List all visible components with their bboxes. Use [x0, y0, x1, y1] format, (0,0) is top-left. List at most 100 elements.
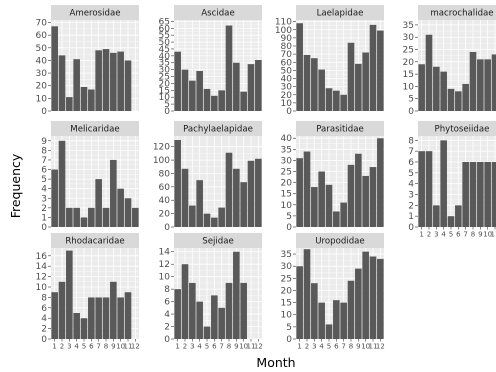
bar-uropodidae-month-10: [362, 251, 369, 339]
bar-macrochalidae-month-2: [425, 34, 433, 111]
bar-melicaridae-month-7: [95, 179, 102, 227]
y-tick-label: 6: [41, 166, 47, 176]
x-tick-label: 2: [305, 343, 309, 351]
bar-ascidae-month-6: [211, 95, 218, 111]
bar-pachylaelapidae-month-12: [255, 158, 262, 227]
bar-amerosidae-month-1: [51, 26, 58, 112]
bar-sejidae-month-6: [211, 295, 218, 339]
x-tick-label: 3: [312, 343, 316, 351]
y-tick-label: 8: [41, 146, 47, 156]
x-tick-label: 5: [449, 231, 453, 239]
facet-title: Laelapidae: [317, 9, 364, 19]
bar-macrochalidae-month-6: [455, 91, 462, 111]
x-tick-label: 4: [74, 343, 79, 351]
bar-phytoseiidae-month-9: [477, 162, 484, 227]
x-tick-label: 10: [361, 343, 370, 351]
y-tick-label: 90: [281, 34, 293, 44]
bar-amerosidae-month-3: [66, 97, 73, 111]
bar-pachylaelapidae-month-1: [174, 140, 181, 227]
bar-sejidae-month-2: [181, 264, 189, 339]
panel-background: [174, 136, 262, 227]
bar-amerosidae-month-4: [73, 59, 80, 111]
bar-melicaridae-month-11: [124, 198, 132, 227]
bar-laelapidae-month-5: [325, 88, 333, 111]
bar-rhodacaridae-month-4: [73, 313, 80, 339]
y-tick-label: 12: [36, 273, 47, 283]
panel-background: [51, 136, 139, 227]
y-tick-label: 40: [36, 56, 48, 66]
y-tick-label: 6: [164, 298, 170, 308]
y-tick-label: 0: [41, 223, 47, 233]
x-tick-label: 9: [356, 343, 360, 351]
facet-strip: [296, 121, 384, 136]
facet-title: Sejidae: [202, 237, 234, 247]
facet-amerosidae: Amerosidae 0 10 20 30 40 50 60 70: [36, 5, 139, 117]
y-tick-label: 40: [159, 196, 171, 206]
x-tick-label: 8: [227, 343, 231, 351]
x-tick-label: 4: [197, 343, 202, 351]
y-tick-label: 25: [159, 73, 170, 83]
bar-sejidae-month-3: [189, 282, 196, 339]
y-tick-label: 10: [281, 201, 293, 211]
panel-background: [51, 248, 139, 339]
facet-strip: [51, 5, 139, 20]
bar-ascidae-month-5: [203, 88, 211, 111]
bar-melicaridae-month-6: [88, 207, 95, 227]
x-tick-label: 7: [341, 343, 345, 351]
bar-laelapidae-month-8: [347, 42, 355, 111]
y-tick-label: 10: [159, 273, 171, 283]
bar-amerosidae-month-8: [102, 49, 110, 111]
bar-uropodidae-month-9: [355, 268, 362, 339]
bar-parasitidae-month-5: [325, 184, 333, 227]
bar-parasitidae-month-1: [296, 158, 303, 227]
bar-melicaridae-month-8: [102, 207, 110, 227]
y-tick-label: 2: [41, 204, 47, 214]
facet-strip: [51, 121, 139, 136]
bar-pachylaelapidae-month-10: [240, 182, 247, 227]
x-tick-label: 3: [434, 231, 438, 239]
x-tick-label: 8: [104, 343, 108, 351]
bar-uropodidae-month-12: [377, 258, 384, 339]
bar-pachylaelapidae-month-9: [233, 168, 240, 227]
bar-rhodacaridae-month-9: [110, 281, 117, 339]
bar-pachylaelapidae-month-4: [196, 180, 203, 227]
x-tick-label: 5: [82, 343, 86, 351]
facet-strip: [418, 5, 496, 20]
y-tick-label: 25: [403, 46, 414, 56]
y-tick-label: 100: [153, 156, 170, 166]
y-tick-label: 14: [36, 262, 48, 272]
bar-phytoseiidae-month-4: [440, 140, 447, 227]
y-tick-label: 0: [164, 223, 170, 233]
y-tick-label: 40: [159, 52, 171, 62]
bar-melicaridae-month-1: [51, 169, 58, 227]
y-tick-label: 15: [403, 70, 414, 80]
y-tick-label: 3: [41, 194, 47, 204]
y-tick-label: 30: [403, 33, 415, 43]
facet-strip: [51, 233, 139, 248]
y-tick-label: 35: [281, 250, 292, 260]
bar-parasitidae-month-8: [347, 164, 355, 227]
bar-sejidae-month-10: [240, 282, 247, 339]
bar-melicaridae-month-5: [80, 217, 88, 227]
bar-parasitidae-month-12: [377, 138, 384, 227]
y-tick-label: 4: [408, 180, 414, 190]
y-tick-label: 65: [159, 17, 170, 27]
y-tick-label: 10: [403, 82, 415, 92]
x-tick-label: 5: [327, 343, 331, 351]
bar-phytoseiidae-month-1: [418, 151, 425, 227]
bar-rhodacaridae-month-11: [124, 292, 132, 339]
y-tick-label: 0: [41, 335, 47, 345]
bar-parasitidae-month-4: [318, 171, 325, 227]
y-tick-label: 0: [408, 223, 414, 233]
y-tick-label: 40: [281, 134, 293, 144]
x-tick-label: 11: [491, 231, 496, 239]
bar-sejidae-month-7: [218, 307, 225, 339]
y-tick-label: 20: [159, 79, 171, 89]
y-tick-label: 7: [41, 156, 47, 166]
y-tick-label: 10: [159, 93, 171, 103]
y-tick-label: 70: [281, 50, 293, 60]
